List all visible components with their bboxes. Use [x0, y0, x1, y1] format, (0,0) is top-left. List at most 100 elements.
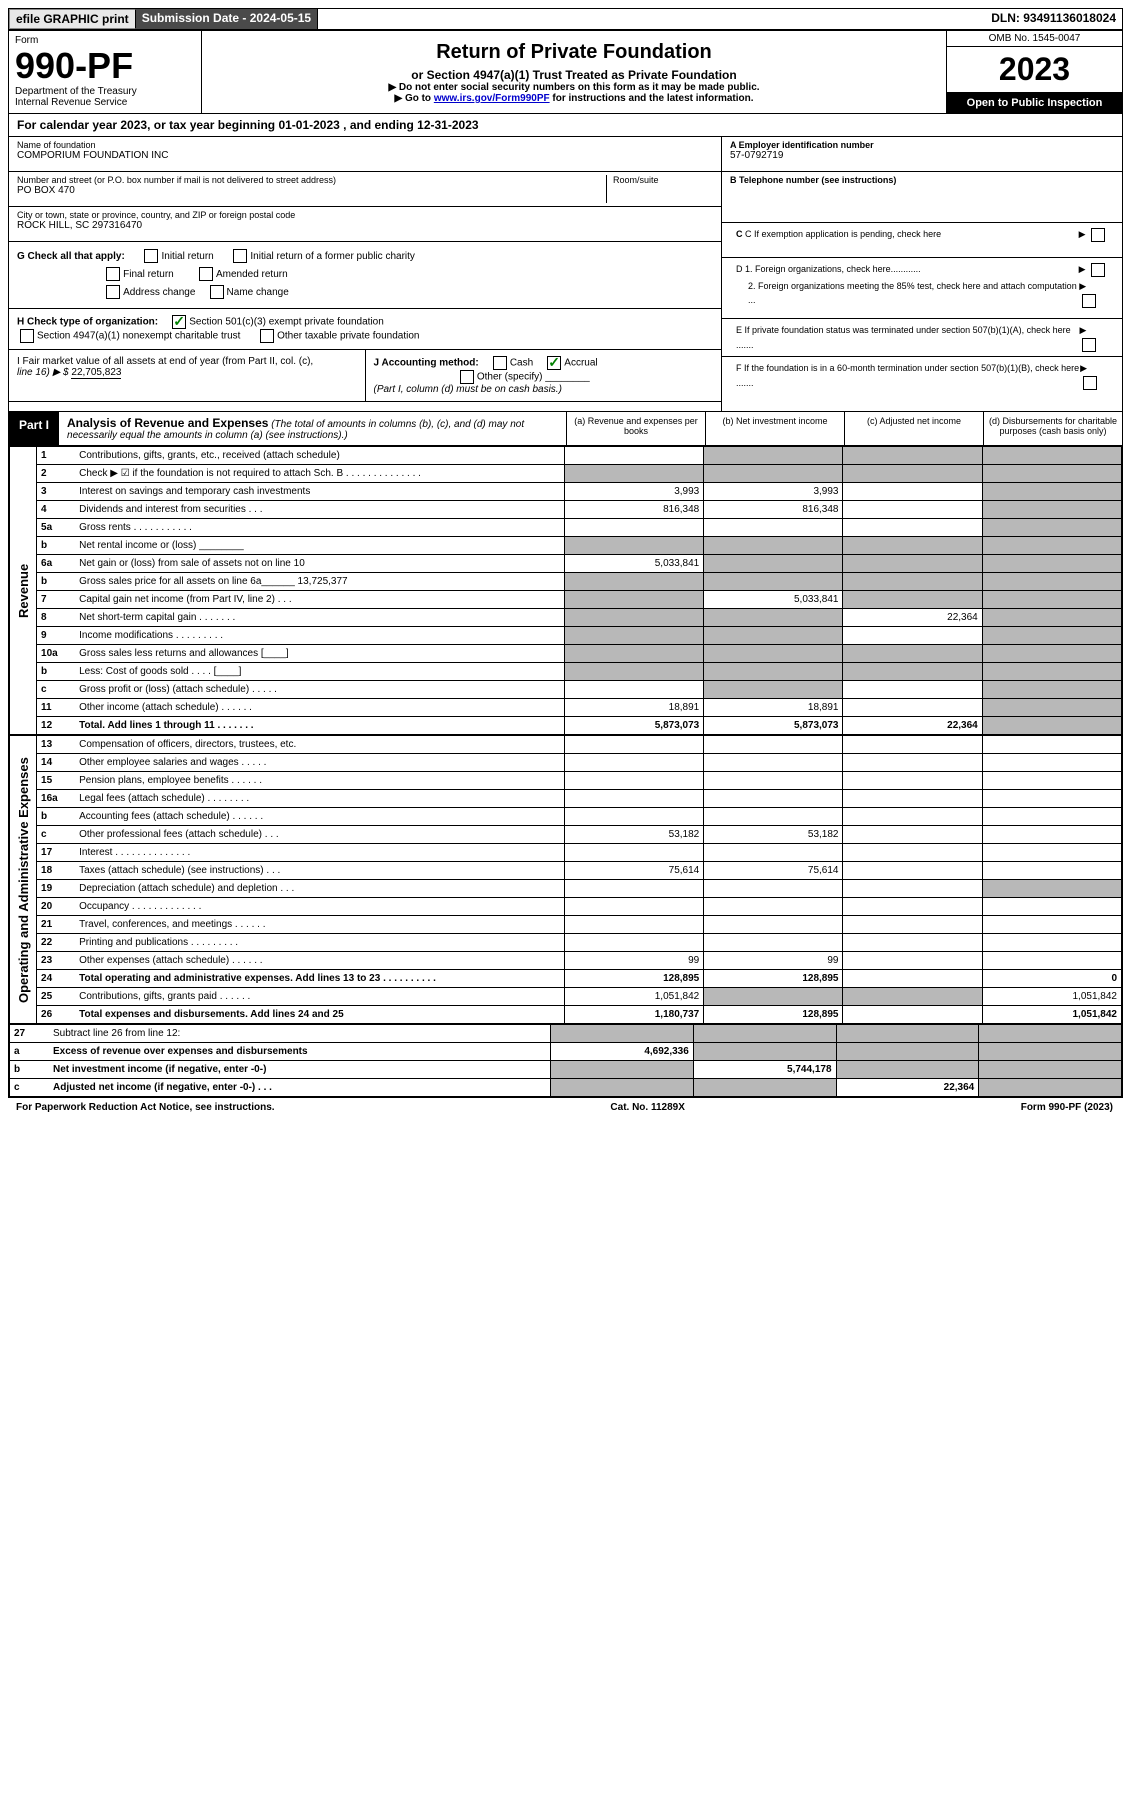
amount-cell [843, 754, 982, 772]
table-row: 27Subtract line 26 from line 12: [10, 1025, 1122, 1043]
amount-cell [693, 1025, 836, 1043]
street-label: Number and street (or P.O. box number if… [17, 175, 606, 185]
amount-cell [982, 699, 1121, 717]
line-desc: Other expenses (attach schedule) . . . .… [75, 952, 564, 970]
city-value: ROCK HILL, SC 297316470 [17, 220, 713, 231]
amount-cell [982, 916, 1121, 934]
table-row: bAccounting fees (attach schedule) . . .… [10, 808, 1122, 826]
amount-cell [551, 1025, 694, 1043]
amount-cell [982, 663, 1121, 681]
amount-cell: 18,891 [704, 699, 843, 717]
line-desc: Net rental income or (loss) ________ [75, 537, 564, 555]
column-headers: (a) Revenue and expenses per books (b) N… [566, 412, 1122, 445]
amount-cell [704, 790, 843, 808]
j-note: (Part I, column (d) must be on cash basi… [374, 384, 562, 395]
checkbox-name-change[interactable] [210, 285, 224, 299]
line-desc: Less: Cost of goods sold . . . . [____] [75, 663, 564, 681]
amount-cell [551, 1079, 694, 1097]
line-desc: Total. Add lines 1 through 11 . . . . . … [75, 717, 564, 735]
amount-cell: 5,033,841 [704, 591, 843, 609]
checkbox-accrual[interactable] [547, 356, 561, 370]
amount-cell [843, 790, 982, 808]
amount-cell [704, 447, 843, 465]
amount-cell: 99 [704, 952, 843, 970]
line-number: c [37, 681, 76, 699]
amount-cell: 1,051,842 [564, 988, 703, 1006]
line-desc: Adjusted net income (if negative, enter … [49, 1079, 551, 1097]
checkbox-other-method[interactable] [460, 370, 474, 384]
amount-cell [982, 465, 1121, 483]
col-b-header: (b) Net investment income [705, 412, 844, 445]
line-number: 4 [37, 501, 76, 519]
line-number: 25 [37, 988, 76, 1006]
checkbox-f[interactable] [1083, 376, 1097, 390]
checkbox-final[interactable] [106, 267, 120, 281]
line-desc: Occupancy . . . . . . . . . . . . . [75, 898, 564, 916]
amount-cell [843, 916, 982, 934]
line-desc: Taxes (attach schedule) (see instruction… [75, 862, 564, 880]
amount-cell: 1,051,842 [982, 988, 1121, 1006]
amount-cell [843, 483, 982, 501]
line-number: b [37, 573, 76, 591]
instr-line2: ▶ Go to www.irs.gov/Form990PF for instru… [208, 93, 940, 104]
city-label: City or town, state or province, country… [17, 210, 713, 220]
checkbox-d2[interactable] [1082, 294, 1096, 308]
form-990pf: efile GRAPHIC print Submission Date - 20… [8, 8, 1123, 1098]
line-number: 7 [37, 591, 76, 609]
amount-cell: 128,895 [704, 1006, 843, 1024]
part1-title: Analysis of Revenue and Expenses [67, 416, 268, 430]
table-row: 11Other income (attach schedule) . . . .… [10, 699, 1122, 717]
amount-cell [564, 645, 703, 663]
amount-cell [843, 519, 982, 537]
line-desc: Interest on savings and temporary cash i… [75, 483, 564, 501]
header: Form 990-PF Department of the Treasury I… [9, 31, 1122, 114]
form-title: Return of Private Foundation [208, 41, 940, 64]
col-a-header: (a) Revenue and expenses per books [566, 412, 705, 445]
table-row: 3Interest on savings and temporary cash … [10, 483, 1122, 501]
amount-cell [564, 609, 703, 627]
amount-cell: 5,873,073 [704, 717, 843, 735]
checkbox-initial-former[interactable] [233, 249, 247, 263]
line-number: 13 [37, 736, 76, 754]
checkbox-cash[interactable] [493, 356, 507, 370]
efile-button[interactable]: efile GRAPHIC print [9, 9, 136, 29]
line-desc: Accounting fees (attach schedule) . . . … [75, 808, 564, 826]
line-number: 6a [37, 555, 76, 573]
instructions-link[interactable]: www.irs.gov/Form990PF [434, 93, 550, 104]
amount-cell [704, 988, 843, 1006]
amount-cell [982, 681, 1121, 699]
h-label: H Check type of organization: [17, 317, 158, 328]
checkbox-amended[interactable] [199, 267, 213, 281]
line-desc: Other income (attach schedule) . . . . .… [75, 699, 564, 717]
amount-cell [982, 790, 1121, 808]
room-label: Room/suite [613, 175, 713, 185]
checkbox-4947[interactable] [20, 329, 34, 343]
col-d-header: (d) Disbursements for charitable purpose… [983, 412, 1122, 445]
amount-cell [982, 717, 1121, 735]
amount-cell [564, 681, 703, 699]
checkbox-d1[interactable] [1091, 263, 1105, 277]
amount-cell [564, 898, 703, 916]
checkbox-e[interactable] [1082, 338, 1096, 352]
line-desc: Gross sales less returns and allowances … [75, 645, 564, 663]
amount-cell [836, 1061, 979, 1079]
line-desc: Income modifications . . . . . . . . . [75, 627, 564, 645]
table-row: 5aGross rents . . . . . . . . . . . [10, 519, 1122, 537]
line-desc: Pension plans, employee benefits . . . .… [75, 772, 564, 790]
checkbox-initial[interactable] [144, 249, 158, 263]
amount-cell [982, 826, 1121, 844]
header-right: OMB No. 1545-0047 2023 Open to Public In… [946, 31, 1122, 113]
amount-cell [982, 736, 1121, 754]
amount-cell: 5,033,841 [564, 555, 703, 573]
amount-cell [982, 555, 1121, 573]
line-number: 22 [37, 934, 76, 952]
dln-value: 93491136018024 [1023, 11, 1116, 25]
checkbox-address[interactable] [106, 285, 120, 299]
line-number: 15 [37, 772, 76, 790]
amount-cell [843, 663, 982, 681]
checkbox-other-taxable[interactable] [260, 329, 274, 343]
checkbox-501c3[interactable] [172, 315, 186, 329]
amount-cell [982, 772, 1121, 790]
checkbox-c[interactable] [1091, 228, 1105, 242]
amount-cell [704, 519, 843, 537]
